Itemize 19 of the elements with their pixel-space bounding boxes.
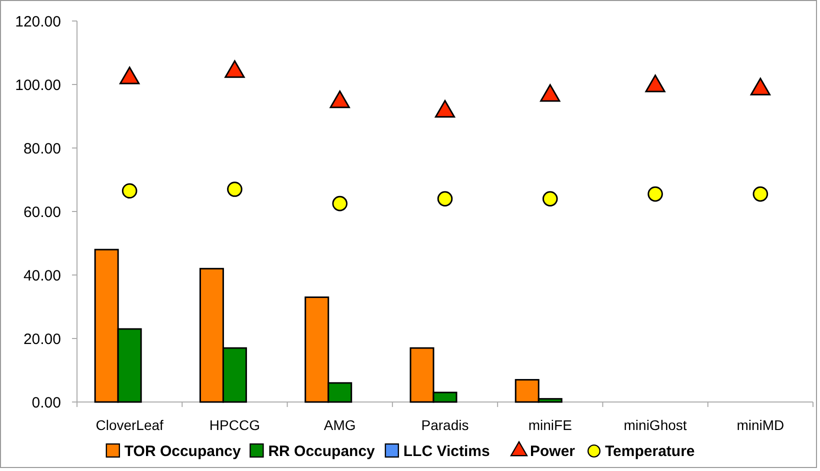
x-tick-label: AMG	[324, 417, 356, 433]
legend-label: Temperature	[605, 443, 695, 460]
x-tick-label: HPCCG	[209, 417, 260, 433]
y-tick-label: 120.00	[15, 13, 61, 30]
x-tick-label: CloverLeaf	[96, 417, 164, 433]
legend-label: Power	[530, 443, 576, 460]
x-tick-label: Paradis	[421, 417, 469, 433]
y-tick-label: 80.00	[23, 140, 61, 158]
x-tick-label: miniGhost	[624, 417, 687, 433]
y-tick-label: 40.00	[23, 267, 61, 284]
x-tick-label: miniMD	[736, 417, 784, 433]
legend-label: TOR Occupancy	[124, 443, 242, 460]
legend-label: RR Occupancy	[268, 443, 376, 460]
y-tick-label: 100.00	[15, 76, 61, 94]
y-tick-label: 0.00	[32, 394, 61, 412]
legend-label: LLC Victims	[403, 443, 490, 460]
x-tick-label: miniFE	[528, 417, 572, 433]
y-tick-label: 20.00	[23, 330, 61, 348]
y-tick-label: 60.00	[23, 204, 61, 221]
